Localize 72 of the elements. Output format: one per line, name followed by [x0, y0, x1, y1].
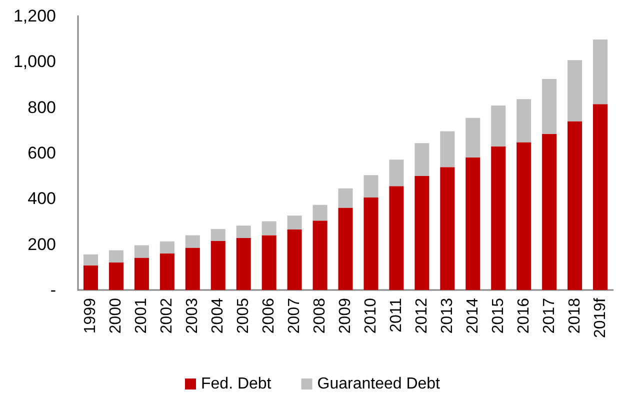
x-tick-label: 2005 [235, 298, 252, 334]
bar [516, 99, 532, 142]
bar [83, 254, 98, 266]
x-tick-label: 2010 [362, 298, 380, 334]
bar [568, 121, 582, 290]
bar [236, 226, 251, 238]
bar [83, 265, 98, 290]
bar [287, 229, 302, 290]
bar [236, 238, 251, 290]
bar [262, 235, 276, 290]
bar [210, 229, 226, 241]
legend-label: Fed. Debt [200, 376, 272, 392]
x-tick-label: 2009 [337, 298, 354, 334]
bar [160, 253, 174, 290]
bar [185, 235, 200, 248]
x-tick-label: 2003 [184, 298, 202, 334]
bar [516, 142, 532, 290]
x-tick-label: 2018 [566, 298, 584, 334]
bar [491, 146, 506, 290]
x-tick-label: 2011 [388, 298, 405, 332]
bar [389, 186, 404, 290]
bar [108, 250, 124, 262]
bar [108, 262, 124, 290]
bar [593, 104, 608, 290]
bar [364, 175, 378, 198]
x-tick-label: 2008 [312, 298, 329, 334]
legend-label: Guaranteed Debt [317, 376, 441, 392]
y-tick-label: 200 [28, 234, 56, 254]
y-tick-label: - [50, 280, 56, 300]
y-tick-label: 600 [28, 144, 56, 162]
x-tick-label: 2004 [210, 298, 227, 334]
bar [414, 143, 430, 176]
y-tick-label: 400 [28, 189, 56, 208]
bar [160, 241, 174, 254]
bar [210, 240, 226, 290]
bar [312, 204, 328, 221]
x-tick-label: 2017 [540, 298, 558, 334]
bar [338, 188, 353, 208]
bar [338, 208, 353, 290]
bar [134, 245, 149, 258]
bar [491, 106, 506, 146]
x-tick-label: 2014 [464, 298, 482, 334]
bar [568, 60, 582, 122]
x-tick-label: 2001 [133, 298, 150, 334]
x-tick-label: 2015 [490, 298, 507, 334]
x-tick-label: 2019f [592, 297, 609, 338]
bar [134, 258, 149, 290]
x-tick-label: 2002 [158, 298, 176, 334]
bar [440, 167, 455, 290]
x-tick-label: 1999 [82, 298, 100, 334]
x-tick-label: 2012 [413, 298, 430, 334]
bar [185, 248, 200, 290]
bar [312, 220, 328, 290]
x-tick-label: 2013 [438, 298, 456, 334]
y-tick-label: 1,200 [13, 6, 56, 26]
x-tick-label: 2006 [260, 298, 278, 334]
bar [440, 131, 455, 168]
bar [466, 157, 480, 290]
bar [287, 216, 302, 230]
bar [364, 198, 378, 290]
bar [542, 79, 557, 134]
x-tick-label: 2016 [515, 298, 532, 334]
bar [466, 118, 480, 158]
bar [414, 176, 430, 290]
bar [389, 160, 404, 186]
x-tick-label: 2000 [108, 298, 125, 334]
x-tick-label: 2007 [286, 298, 304, 334]
y-tick-label: 1,000 [13, 52, 56, 72]
bar [542, 134, 557, 290]
y-tick-label: 800 [28, 98, 56, 117]
bar [593, 40, 608, 104]
bar [262, 221, 276, 236]
